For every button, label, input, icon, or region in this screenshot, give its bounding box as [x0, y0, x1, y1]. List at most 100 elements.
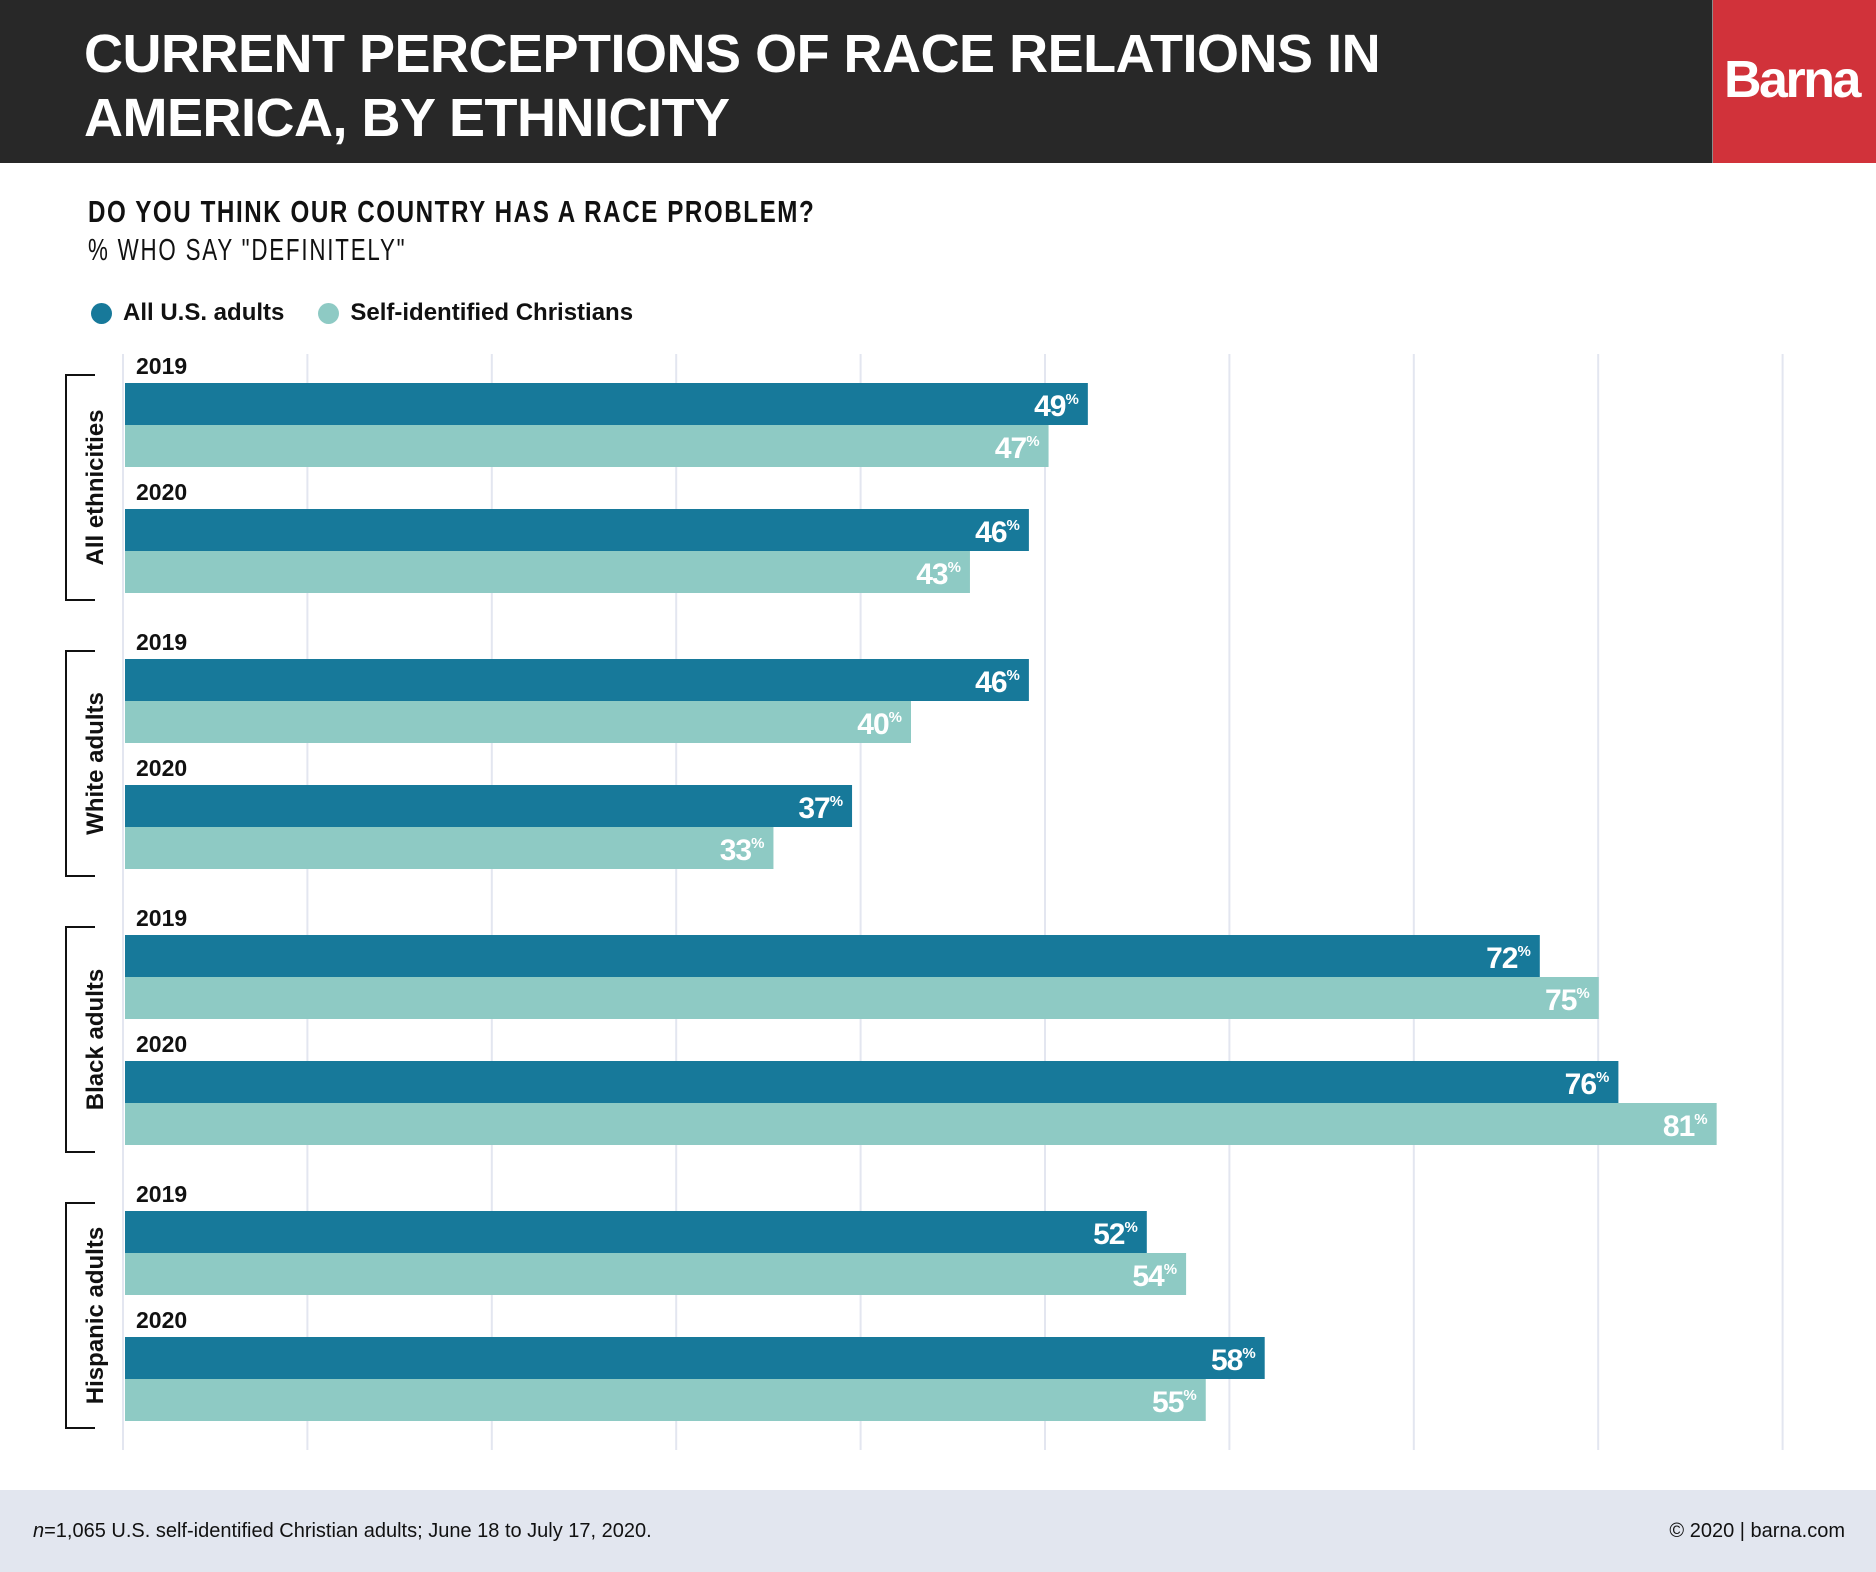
value-percent: %	[948, 559, 961, 576]
bar	[125, 827, 774, 869]
value-number: 40	[857, 708, 889, 741]
value-number: 47	[995, 432, 1027, 465]
logo-text: Barna	[1724, 51, 1861, 109]
legend: All U.S. adults Self-identified Christia…	[91, 299, 667, 327]
value-label: 46%	[975, 516, 1019, 549]
value-percent: %	[1183, 1387, 1196, 1404]
value-label: 76%	[1565, 1068, 1609, 1101]
title-line-1: CURRENT PERCEPTIONS OF RACE RELATIONS IN	[84, 24, 1381, 84]
bar	[125, 1379, 1206, 1421]
chart-title: DO YOU THINK OUR COUNTRY HAS A RACE PROB…	[88, 194, 816, 229]
value-number: 49	[1034, 390, 1066, 423]
group-bracket	[65, 374, 95, 601]
year-label: 2020	[136, 479, 187, 505]
bar	[125, 509, 1029, 551]
sample-note: n=1,065 U.S. self-identified Christian a…	[33, 1520, 652, 1543]
bar	[125, 977, 1599, 1019]
legend-dot-icon	[91, 302, 112, 324]
value-label: 72%	[1486, 942, 1530, 975]
year-label: 2019	[136, 905, 187, 931]
value-percent: %	[1007, 517, 1020, 534]
legend-dot-icon	[318, 302, 340, 324]
value-number: 81	[1663, 1110, 1695, 1143]
header-bar: CURRENT PERCEPTIONS OF RACE RELATIONS IN…	[0, 0, 1712, 163]
group-label: All ethnicities	[82, 409, 109, 565]
sample-n: n	[33, 1520, 45, 1542]
value-percent: %	[1066, 391, 1079, 408]
bar	[125, 1103, 1717, 1145]
sample-note-text: =1,065 U.S. self-identified Christian ad…	[44, 1520, 652, 1542]
value-label: 40%	[857, 708, 901, 741]
value-number: 46	[975, 666, 1007, 699]
value-percent: %	[1242, 1345, 1255, 1362]
value-percent: %	[1576, 985, 1589, 1002]
value-percent: %	[1596, 1069, 1609, 1086]
value-percent: %	[1124, 1219, 1137, 1236]
bar	[125, 659, 1029, 701]
copyright: © 2020 | barna.com	[1669, 1520, 1845, 1542]
group-bracket	[65, 926, 95, 1153]
year-label: 2020	[136, 1307, 187, 1333]
barna-logo: Barna	[1712, 0, 1876, 163]
value-label: 43%	[916, 558, 960, 591]
value-percent: %	[830, 793, 843, 810]
value-number: 46	[975, 516, 1007, 549]
value-label: 54%	[1132, 1260, 1176, 1293]
legend-label: Self-identified Christians	[350, 299, 634, 326]
bar	[125, 1253, 1187, 1295]
value-percent: %	[1164, 1261, 1177, 1278]
value-label: 52%	[1093, 1218, 1137, 1251]
value-number: 58	[1211, 1344, 1243, 1377]
year-label: 2019	[136, 629, 187, 655]
legend-label: All U.S. adults	[123, 299, 285, 326]
group-bracket	[65, 1202, 95, 1429]
page-title: CURRENT PERCEPTIONS OF RACE RELATIONS IN…	[84, 22, 1684, 150]
legend-item-all-us-adults: All U.S. adults	[91, 299, 284, 327]
bar	[125, 1061, 1619, 1103]
bar	[125, 701, 911, 743]
value-number: 72	[1486, 942, 1518, 975]
group-label: White adults	[82, 692, 109, 835]
value-label: 75%	[1545, 984, 1589, 1017]
value-label: 37%	[798, 792, 842, 825]
year-label: 2019	[136, 1181, 187, 1207]
value-percent: %	[1517, 943, 1530, 960]
bar-chart: All ethnicities201949%47%202046%43%White…	[65, 353, 1784, 1450]
bar	[125, 1337, 1265, 1379]
value-label: 46%	[975, 666, 1019, 699]
value-number: 52	[1093, 1218, 1125, 1251]
year-label: 2019	[136, 353, 187, 379]
value-label: 33%	[720, 834, 764, 867]
value-number: 55	[1152, 1386, 1184, 1419]
value-percent: %	[1026, 433, 1039, 450]
group-label: Black adults	[82, 969, 109, 1110]
group-bracket	[65, 650, 95, 877]
value-label: 81%	[1663, 1110, 1707, 1143]
bar	[125, 935, 1540, 977]
value-number: 43	[916, 558, 948, 591]
bar	[125, 551, 970, 593]
title-line-2: AMERICA, BY ETHNICITY	[84, 88, 730, 148]
legend-item-self-identified-christians: Self-identified Christians	[318, 299, 633, 327]
value-number: 75	[1545, 984, 1577, 1017]
value-label: 55%	[1152, 1386, 1196, 1419]
value-number: 37	[798, 792, 830, 825]
value-percent: %	[751, 835, 764, 852]
value-number: 54	[1132, 1260, 1165, 1293]
year-label: 2020	[136, 755, 187, 781]
value-label: 47%	[995, 432, 1039, 465]
value-percent: %	[1694, 1111, 1707, 1128]
bar	[125, 1211, 1147, 1253]
year-label: 2020	[136, 1031, 187, 1057]
footer: n=1,065 U.S. self-identified Christian a…	[0, 1490, 1876, 1572]
bar	[125, 383, 1088, 425]
value-label: 58%	[1211, 1344, 1255, 1377]
chart-subtitle: % WHO SAY "DEFINITELY"	[88, 232, 407, 267]
bar	[125, 425, 1049, 467]
value-percent: %	[889, 709, 902, 726]
value-number: 76	[1565, 1068, 1597, 1101]
value-number: 33	[720, 834, 752, 867]
value-label: 49%	[1034, 390, 1078, 423]
bar	[125, 785, 853, 827]
group-label: Hispanic adults	[82, 1227, 109, 1404]
